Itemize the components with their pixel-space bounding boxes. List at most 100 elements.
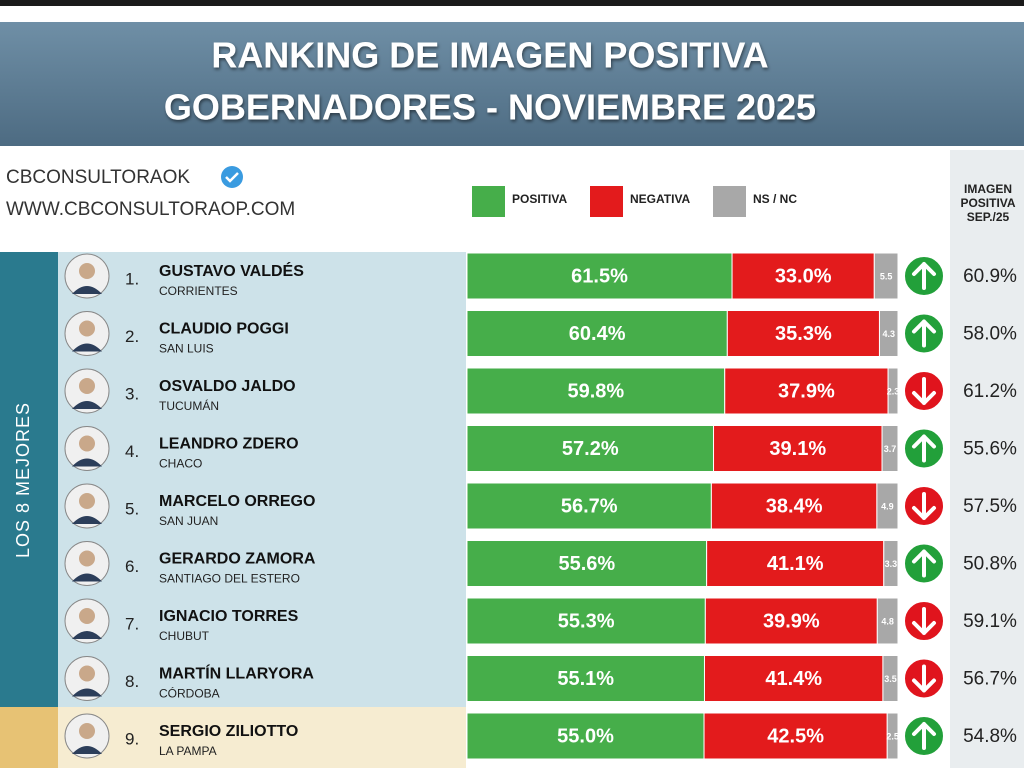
bar-label: 57.2% (562, 438, 619, 460)
province: CORRIENTES (159, 284, 238, 298)
governor-name: LEANDRO ZDERO (159, 436, 299, 453)
bar-segment (881, 425, 899, 472)
bar-segment (713, 425, 883, 472)
bar-label: 33.0% (775, 265, 832, 287)
trend-glyph (912, 607, 936, 635)
bar-segment (887, 367, 899, 415)
governor-name: CLAUDIO POGGI (159, 321, 289, 338)
avatar-body (72, 631, 102, 639)
bar-label: 35.3% (775, 323, 832, 345)
province: TUCUMÁN (159, 398, 219, 413)
trend-arrow (903, 542, 945, 585)
previous-value: 50.8% (963, 554, 1017, 575)
bar-segment (876, 597, 899, 645)
previous-title: IMAGEN POSITIVA SEP./25 (960, 182, 1015, 224)
row: 5. MARCELO ORREGO SAN JUAN 56.7% 38.4% 4.9 57.… (64, 482, 1017, 530)
rank: 8. (125, 672, 139, 691)
governor-name: MARTÍN LLARYORA (159, 664, 314, 683)
bar-segment (886, 712, 899, 760)
previous-value: 54.8% (963, 726, 1017, 747)
bar-label: 3.3 (885, 559, 898, 569)
province: CHACO (159, 457, 202, 471)
bar-label: 4.3 (882, 329, 895, 339)
bar-label: 55.0% (557, 725, 614, 747)
legend-label: NEGATIVA (630, 192, 691, 206)
previous-value: 56.7% (963, 669, 1017, 690)
bar-segment (873, 252, 899, 300)
province: SAN JUAN (159, 514, 218, 528)
trend-glyph (912, 319, 936, 348)
avatar-head (79, 550, 95, 567)
bar-label: 3.5 (884, 674, 897, 684)
avatar-head (79, 378, 95, 394)
trend-glyph (912, 549, 936, 578)
province: LA PAMPA (159, 744, 217, 758)
trend-arrow (903, 312, 945, 355)
governor-name: MARCELO ORREGO (159, 493, 315, 510)
governor-name: OSVALDO JALDO (159, 378, 296, 395)
avatar-head (79, 263, 95, 279)
previous-value: 58.0% (963, 324, 1017, 345)
governor-name: IGNACIO TORRES (159, 608, 299, 625)
top-strip (0, 0, 1024, 6)
bar-label: 41.4% (765, 668, 822, 690)
bar-label: 41.1% (767, 553, 824, 575)
bar-segment (876, 482, 899, 530)
previous-column-bg (950, 150, 1024, 768)
trend-arrow (903, 427, 945, 470)
trend-arrow (903, 715, 945, 757)
bar-segment (466, 655, 705, 702)
avatar-head (79, 723, 95, 739)
bar-segment (466, 712, 705, 760)
bar-label: 59.8% (568, 380, 625, 402)
bar-label: 60.4% (569, 323, 626, 345)
avatar-head (79, 320, 95, 337)
trend-glyph (912, 722, 936, 750)
avatar-body (72, 746, 102, 754)
trend-arrow (903, 370, 945, 412)
province: CÓRDOBA (159, 686, 220, 701)
bar-label: 3.7 (884, 444, 897, 454)
bar-segment (466, 482, 712, 530)
governor-name: GUSTAVO VALDÉS (159, 261, 304, 280)
avatar-head (79, 665, 95, 682)
bar-segment (703, 655, 884, 702)
rank: 2. (125, 327, 139, 346)
verified-badge (221, 166, 243, 188)
trend-arrow (903, 255, 945, 297)
rank: 4. (125, 442, 139, 461)
trend-glyph (912, 492, 936, 520)
trend-glyph (912, 262, 936, 290)
avatar-body (72, 688, 102, 697)
trend-glyph (912, 664, 936, 693)
bar-segment (703, 712, 888, 760)
rank: 1. (125, 269, 139, 288)
trend-glyph (912, 377, 936, 405)
previous-value: 61.2% (963, 381, 1017, 402)
row: 7. IGNACIO TORRES CHUBUT 55.3% 39.9% 4.8 59.1% (64, 597, 1017, 645)
bar-label: 5.5 (880, 271, 893, 281)
avatar-head (79, 435, 95, 452)
top8-strip (0, 252, 58, 707)
bar-label: 38.4% (766, 495, 823, 517)
bar-segment (731, 252, 875, 300)
bar-label: 42.5% (767, 725, 824, 747)
group-label: LOS 8 MEJORES (13, 402, 33, 558)
governor-name: GERARDO ZAMORA (159, 551, 316, 568)
bar-label: 2.3 (887, 386, 900, 396)
bar-segment (466, 252, 733, 300)
source-account: CBCONSULTORAOK (6, 167, 190, 188)
row: 2. CLAUDIO POGGI SAN LUIS 60.4% 35.3% 4.3 58.0… (64, 310, 1017, 357)
bar-segment (704, 597, 878, 645)
row: 6. GERARDO ZAMORA SANTIAGO DEL ESTERO 55.6%… (64, 540, 1017, 587)
trend-arrow (903, 485, 945, 527)
trend-glyph (912, 434, 936, 463)
legend-swatch (590, 186, 623, 217)
bar-label: 55.6% (558, 553, 615, 575)
bar-segment (466, 367, 726, 415)
bar-label: 37.9% (778, 380, 835, 402)
header-band (0, 22, 1024, 146)
rank: 5. (125, 499, 139, 518)
row9-strip (0, 707, 58, 768)
